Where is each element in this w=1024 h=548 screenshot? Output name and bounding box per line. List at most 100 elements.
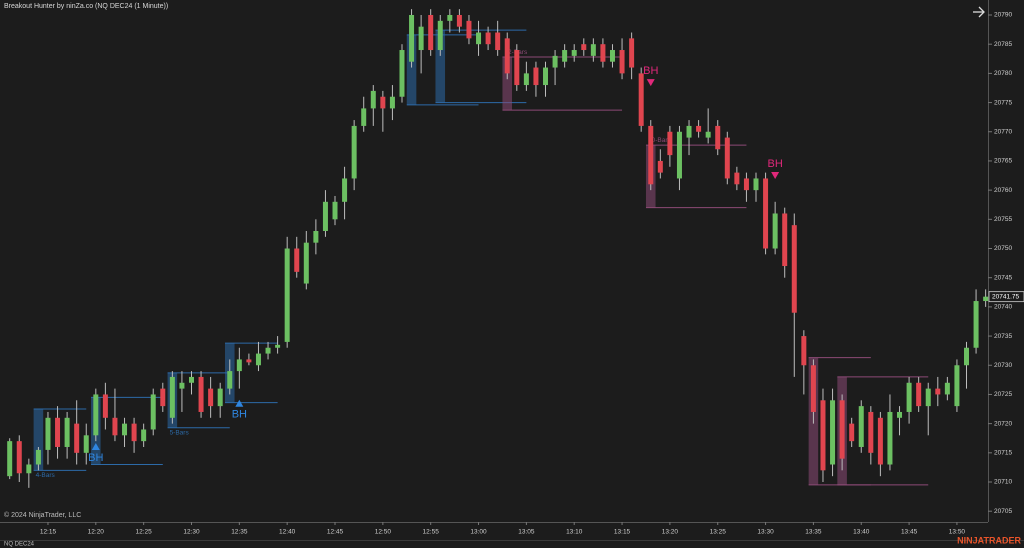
x-tick-label: 12:25 xyxy=(136,529,153,536)
instrument-tab[interactable]: NQ DEC24 xyxy=(4,542,35,548)
candle-body xyxy=(93,394,99,436)
candle-body xyxy=(141,429,147,442)
x-tick-label: 13:05 xyxy=(518,529,535,536)
candle-body xyxy=(246,359,252,363)
box-shade xyxy=(435,30,446,103)
candle-body xyxy=(552,55,558,68)
y-tick-label: 20775 xyxy=(994,99,1012,106)
candle-body xyxy=(543,67,549,86)
signal-label: BH xyxy=(767,158,782,170)
candle-body xyxy=(916,382,922,407)
candle-body xyxy=(294,248,300,272)
candle-body xyxy=(485,32,491,45)
candle-body xyxy=(609,50,615,62)
candle-body xyxy=(849,423,855,442)
candle-body xyxy=(361,108,367,126)
candle-body xyxy=(418,26,424,51)
x-tick-label: 12:50 xyxy=(375,529,392,536)
y-tick-label: 20710 xyxy=(994,479,1012,486)
candle-body xyxy=(447,15,453,21)
candle-body xyxy=(791,225,797,313)
signal-marker xyxy=(91,442,100,450)
x-tick-label: 12:30 xyxy=(183,529,200,536)
candle-body xyxy=(236,359,242,372)
candle-body xyxy=(964,347,969,366)
candle-body xyxy=(351,125,357,179)
candle-body xyxy=(944,382,950,395)
copyright: © 2024 NinjaTrader, LLC xyxy=(4,511,81,519)
candle-body xyxy=(810,365,816,412)
candle-body xyxy=(160,388,166,407)
x-tick-label: 13:35 xyxy=(805,529,822,536)
x-tick-label: 13:10 xyxy=(566,529,583,536)
candle-body xyxy=(734,172,740,185)
candle-body xyxy=(342,178,348,202)
candle-body xyxy=(380,96,386,109)
x-tick-label: 13:25 xyxy=(710,529,727,536)
box-label: 4-Bars xyxy=(36,472,56,479)
candle-body xyxy=(676,131,682,179)
box-shade xyxy=(406,34,417,105)
candle-body xyxy=(648,125,654,185)
y-tick-label: 20735 xyxy=(994,333,1012,340)
candle-body xyxy=(925,388,931,407)
last-price-box xyxy=(988,291,1024,303)
candle-body xyxy=(897,411,903,418)
candle-body xyxy=(533,67,539,86)
y-tick-label: 20715 xyxy=(994,450,1012,457)
candle-body xyxy=(102,394,108,418)
candle-body xyxy=(112,417,118,436)
candle-body xyxy=(877,417,883,465)
y-tick-label: 20780 xyxy=(994,70,1012,77)
candle-body xyxy=(275,344,281,348)
candle-body xyxy=(389,96,395,109)
signal-label: BH xyxy=(88,452,103,464)
x-tick-label: 13:15 xyxy=(614,529,631,536)
candle-body xyxy=(906,382,912,412)
candle-body xyxy=(514,50,520,86)
candle-body xyxy=(217,388,223,407)
candle-body xyxy=(188,376,194,383)
y-tick-label: 20765 xyxy=(994,158,1012,165)
candle-body xyxy=(600,44,606,62)
y-tick-label: 20705 xyxy=(994,508,1012,515)
candle-body xyxy=(16,441,22,474)
candle-body xyxy=(255,353,261,366)
box-label: 5-Bars xyxy=(170,429,190,436)
candle-body xyxy=(715,125,721,150)
candle-body xyxy=(753,178,759,191)
signal-label: BH xyxy=(232,409,247,421)
y-tick-label: 20760 xyxy=(994,187,1012,194)
x-tick-label: 12:35 xyxy=(231,529,248,536)
candle-body xyxy=(858,406,864,447)
signal-label: BH xyxy=(643,65,658,77)
candle-body xyxy=(782,213,788,267)
signal-marker xyxy=(646,79,655,87)
candle-body xyxy=(686,125,692,138)
x-tick-label: 13:40 xyxy=(853,529,870,536)
signal-marker xyxy=(771,171,780,179)
candle-body xyxy=(428,15,434,51)
candle-body xyxy=(35,449,41,465)
y-tick-label: 20785 xyxy=(994,41,1012,48)
candle-body xyxy=(772,213,778,249)
y-tick-label: 20745 xyxy=(994,274,1012,281)
candle-body xyxy=(179,382,185,389)
candle-body xyxy=(322,201,328,231)
x-tick-label: 12:45 xyxy=(327,529,344,536)
expand-arrow-icon[interactable] xyxy=(973,6,985,18)
chart-title: Breakout Hunter by ninZa.co (NQ DEC24 (1… xyxy=(4,3,168,10)
candle-body xyxy=(657,160,663,173)
x-tick-label: 13:50 xyxy=(949,529,966,536)
candle-body xyxy=(131,423,137,442)
candle-body xyxy=(954,365,960,407)
y-tick-label: 20790 xyxy=(994,12,1012,19)
candle-body xyxy=(935,388,941,395)
candle-body xyxy=(370,90,376,109)
candle-body xyxy=(284,248,290,342)
candle-body xyxy=(562,50,568,62)
box-shade xyxy=(33,409,44,471)
candle-body xyxy=(55,417,61,447)
